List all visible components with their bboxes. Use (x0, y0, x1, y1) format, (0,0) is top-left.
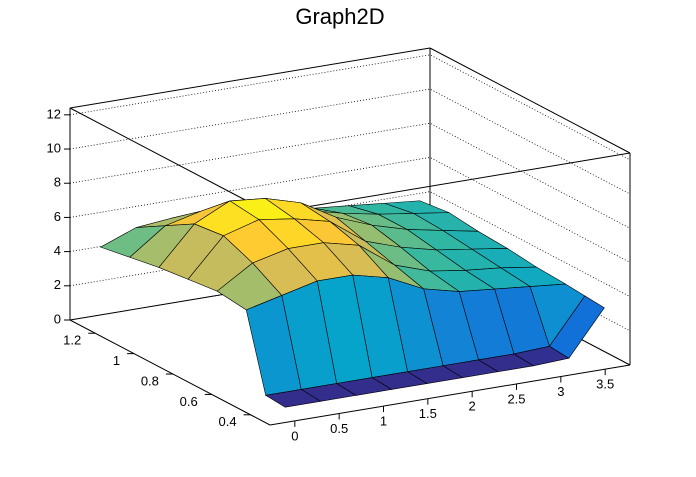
x-tick-label: 0 (291, 428, 298, 443)
z-tick-label: 6 (54, 209, 61, 224)
x-tick-label: 1 (380, 414, 387, 429)
box-edge (269, 152, 631, 214)
box-edge (69, 319, 271, 426)
x-tick-label: 0.5 (330, 421, 348, 436)
z-tick-label: 2 (54, 277, 61, 292)
box-edge (69, 47, 431, 109)
y-tick-label: 0.4 (219, 414, 237, 429)
box-edge (269, 364, 631, 426)
box-edge (429, 47, 631, 154)
x-tick-label: 2.5 (507, 391, 525, 406)
x-tick-label: 2 (469, 399, 476, 414)
box-edge (69, 107, 271, 214)
x-tick-label: 1.5 (419, 406, 437, 421)
z-tick-label: 8 (54, 175, 61, 190)
x-tick-label: 3.5 (596, 377, 614, 392)
z-tick-label: 10 (47, 140, 61, 155)
y-tick-label: 0.6 (180, 394, 198, 409)
chart-title: Graph2D (295, 4, 384, 29)
y-tick-label: 0.8 (141, 373, 159, 388)
z-tick-label: 4 (54, 243, 61, 258)
y-tick-label: 1 (113, 353, 120, 368)
surface-cell (264, 389, 322, 408)
z-tick-label: 0 (54, 311, 61, 326)
z-tick-label: 12 (47, 106, 61, 121)
x-tick-label: 3 (557, 384, 564, 399)
y-tick-label: 1.2 (63, 333, 81, 348)
